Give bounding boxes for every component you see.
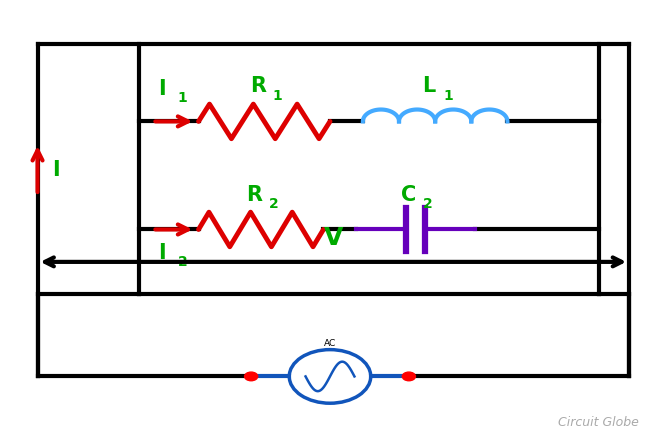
Text: R: R: [246, 184, 263, 204]
Text: I: I: [52, 160, 59, 180]
Text: 1: 1: [178, 91, 187, 105]
Text: L: L: [422, 76, 435, 96]
Text: I: I: [158, 79, 166, 99]
Text: V: V: [323, 225, 343, 250]
Text: R: R: [249, 76, 266, 96]
Text: 1: 1: [272, 89, 282, 103]
Text: Circuit Globe: Circuit Globe: [558, 415, 639, 428]
Text: 2: 2: [178, 255, 187, 269]
Text: 1: 1: [443, 89, 453, 103]
Text: AC: AC: [324, 339, 336, 348]
Text: I: I: [158, 242, 166, 262]
Text: 2: 2: [269, 197, 279, 210]
Text: 2: 2: [423, 197, 433, 210]
Circle shape: [403, 372, 415, 381]
Text: C: C: [401, 184, 416, 204]
Circle shape: [245, 372, 257, 381]
